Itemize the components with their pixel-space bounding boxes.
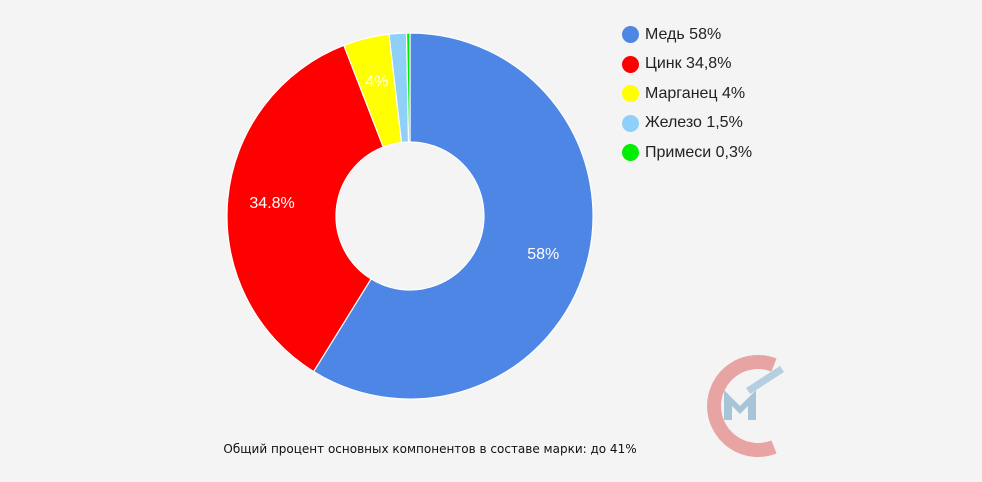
legend-swatch-icon (622, 26, 639, 44)
legend-label: Железо 1,5% (645, 114, 743, 132)
donut-slices (226, 32, 594, 400)
brand-logo-icon (707, 355, 784, 457)
donut-slice-0 (312, 32, 594, 400)
legend-swatch-icon (622, 85, 639, 103)
chart-legend: Медь 58% Цинк 34,8% Марганец 4% Железо 1,5%… (622, 20, 752, 168)
legend-label: Марганец 4% (645, 84, 746, 102)
slice-label-2: 4% (365, 74, 388, 91)
donut-slice-4 (405, 32, 411, 143)
legend-label: Цинк 34,8% (645, 55, 732, 73)
chart-caption: Общий процент основных компонентов в сос… (223, 442, 637, 456)
legend-label: Медь 58% (645, 25, 722, 43)
legend-item-1: Цинк 34,8% (622, 50, 752, 80)
donut-slice-1 (226, 44, 385, 373)
slice-label-1: 34.8% (249, 195, 294, 212)
legend-swatch-icon (622, 144, 639, 162)
slice-label-0: 58% (527, 246, 559, 263)
legend-swatch-icon (622, 55, 639, 73)
legend-label: Примеси 0,3% (645, 143, 753, 161)
slice-labels: 58% 34.8% 4% (249, 74, 559, 263)
legend-item-0: Медь 58% (622, 20, 752, 50)
legend-swatch-icon (622, 114, 639, 132)
legend-item-3: Железо 1,5% (622, 109, 752, 139)
legend-item-4: Примеси 0,3% (622, 138, 752, 168)
legend-item-2: Марганец 4% (622, 79, 752, 109)
